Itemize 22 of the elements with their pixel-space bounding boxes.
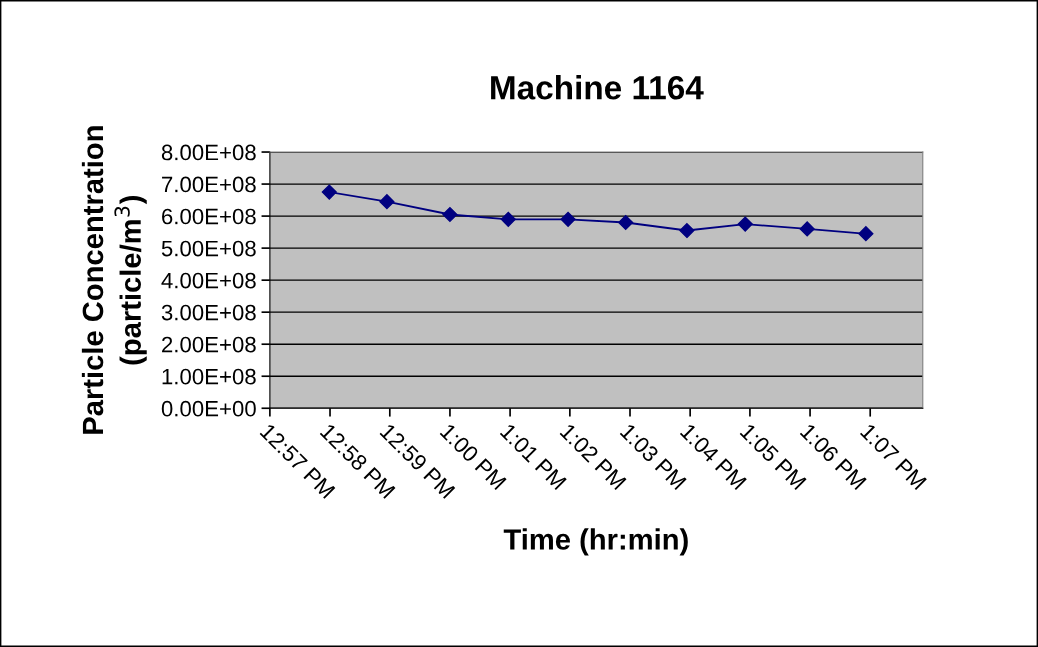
y-tick-label: 5.00E+08: [161, 240, 256, 257]
y-tick-label: 2.00E+08: [162, 336, 256, 353]
y-tick-label: 0.00E+00: [161, 400, 256, 417]
y-tick-label: 3.00E+08: [161, 304, 256, 321]
point: [500, 211, 516, 227]
point: [442, 206, 458, 223]
point: [799, 221, 815, 237]
y-tick-label: 1.00E+08: [162, 368, 256, 385]
point: [679, 222, 695, 239]
point: [379, 194, 395, 210]
point: [737, 216, 753, 232]
chart-title: Machine 1164: [491, 75, 704, 100]
x-axis-title: Time (hr:min): [503, 528, 688, 556]
point: [321, 184, 337, 200]
y-axis-title: Particle Concentration (particle/m$^{3}$): [81, 126, 147, 434]
point: [560, 211, 576, 227]
y-tick-label: 4.00E+08: [161, 272, 256, 289]
y-tick-label: 7.00E+08: [162, 176, 256, 193]
y-tick-label: 6.00E+08: [162, 208, 256, 225]
y-tick-label: 8.00E+08: [161, 144, 256, 161]
point: [618, 214, 634, 231]
point: [858, 226, 874, 242]
